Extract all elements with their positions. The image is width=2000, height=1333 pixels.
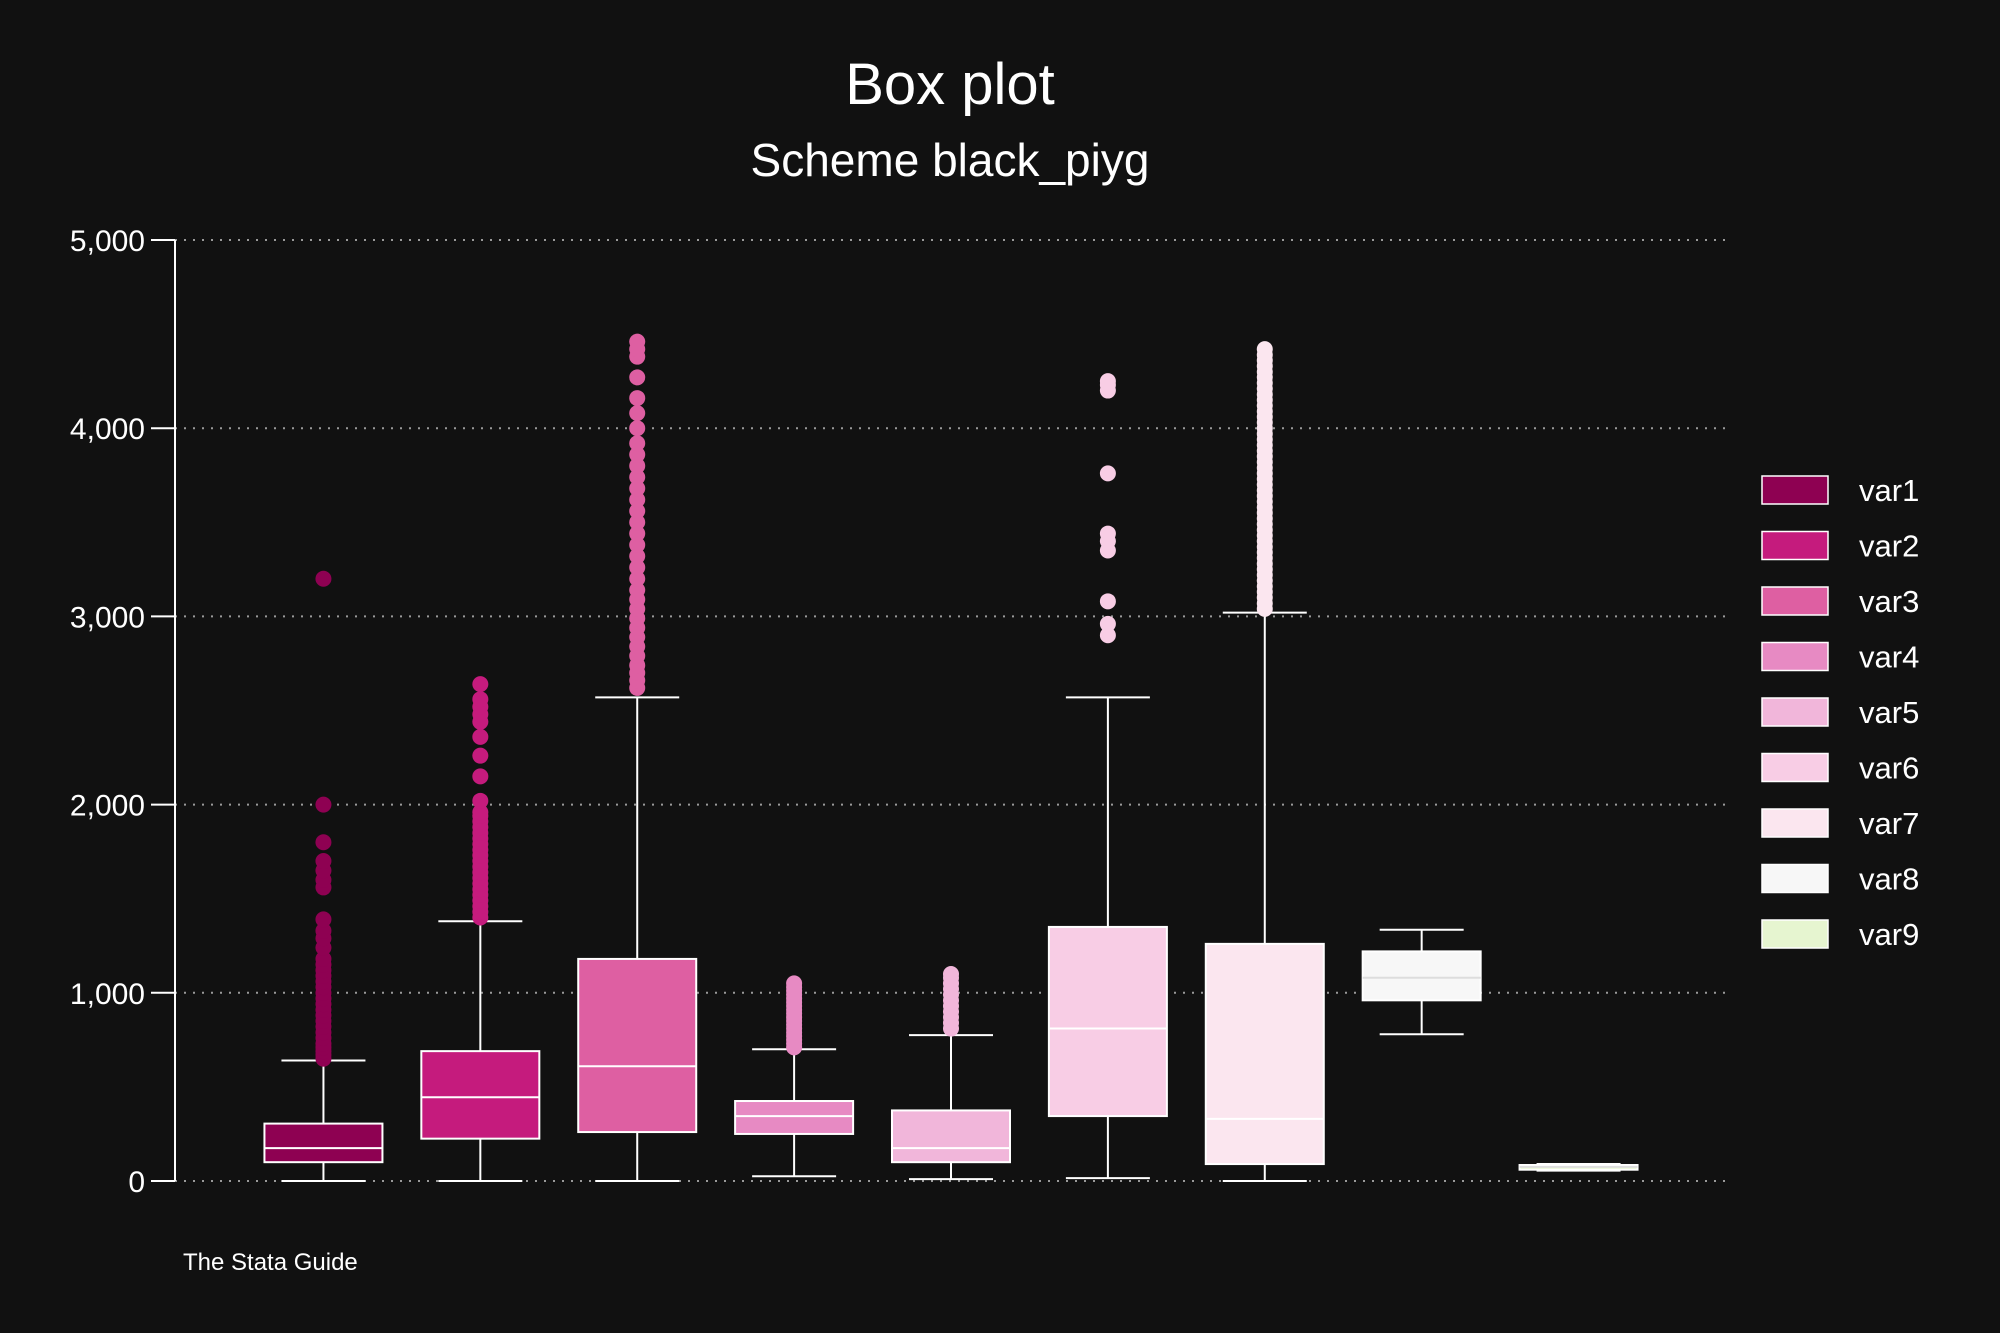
legend-item-var1: var1 bbox=[1761, 473, 1919, 508]
outlier-point bbox=[629, 390, 646, 407]
outlier-point bbox=[629, 420, 646, 437]
outlier-point bbox=[1099, 373, 1116, 390]
outlier-point bbox=[629, 536, 646, 553]
outlier-point bbox=[1099, 593, 1116, 610]
legend: var1 var2 var3 var4 var5 var6 var7 var8 var9 bbox=[1761, 473, 1919, 952]
outlier-point bbox=[1099, 615, 1116, 632]
legend-swatch bbox=[1761, 697, 1829, 727]
y-axis: 0 1,000 2,000 3,000 4,000 5,000 bbox=[70, 225, 176, 1199]
outlier-point bbox=[943, 965, 959, 982]
legend-label: var8 bbox=[1859, 862, 1919, 897]
legend-swatch bbox=[1761, 752, 1829, 783]
y-tick-label: 5,000 bbox=[70, 225, 145, 258]
outlier-point bbox=[629, 457, 646, 474]
box-var6 bbox=[1047, 373, 1168, 1180]
legend-item-var4: var4 bbox=[1761, 640, 1919, 675]
outlier-point bbox=[629, 333, 646, 350]
legend-label: var1 bbox=[1859, 473, 1919, 508]
outlier-point bbox=[786, 975, 803, 992]
chart-note: The Stata Guide bbox=[183, 1249, 358, 1276]
outlier-point bbox=[472, 768, 489, 785]
outlier-point bbox=[629, 369, 646, 386]
legend-swatch bbox=[1761, 919, 1829, 949]
outlier-point bbox=[629, 503, 646, 520]
iqr-box bbox=[1047, 925, 1168, 1118]
outlier-point bbox=[629, 405, 646, 422]
box-var2 bbox=[420, 676, 541, 1182]
box-var3 bbox=[577, 333, 698, 1182]
box-var9 bbox=[1518, 1163, 1639, 1172]
outlier-point bbox=[315, 834, 332, 851]
box-var5 bbox=[891, 965, 1011, 1181]
legend-label: var2 bbox=[1859, 529, 1919, 564]
iqr-box bbox=[891, 1109, 1011, 1164]
outlier-point bbox=[472, 691, 489, 708]
legend-label: var3 bbox=[1859, 584, 1919, 619]
outlier-point bbox=[315, 911, 332, 928]
legend-swatch bbox=[1761, 808, 1829, 838]
outlier-point bbox=[472, 728, 489, 745]
legend-item-var2: var2 bbox=[1761, 529, 1919, 564]
iqr-box bbox=[577, 957, 698, 1134]
outlier-point bbox=[315, 853, 332, 870]
outlier-point bbox=[629, 559, 646, 576]
legend-swatch bbox=[1761, 530, 1829, 561]
outlier-point bbox=[629, 582, 646, 599]
outlier-point bbox=[629, 525, 646, 542]
outlier-point bbox=[629, 446, 646, 463]
legend-label: var6 bbox=[1859, 751, 1919, 786]
outlier-point bbox=[315, 922, 332, 939]
legend-item-var3: var3 bbox=[1761, 584, 1919, 619]
chart-title: Box plot bbox=[845, 52, 1055, 117]
y-tick-label: 1,000 bbox=[70, 978, 145, 1011]
chart-subtitle: Scheme black_piyg bbox=[751, 134, 1150, 186]
box-var7 bbox=[1204, 341, 1325, 1182]
outlier-point bbox=[472, 792, 489, 809]
box-series bbox=[263, 333, 1639, 1182]
outlier-point bbox=[472, 804, 489, 821]
legend-item-var5: var5 bbox=[1761, 695, 1919, 730]
legend-swatch bbox=[1761, 475, 1829, 505]
y-tick-label: 2,000 bbox=[70, 790, 145, 823]
outlier-point bbox=[1099, 465, 1116, 482]
legend-label: var5 bbox=[1859, 695, 1919, 730]
outlier-point bbox=[315, 570, 332, 587]
outlier-point bbox=[315, 950, 332, 967]
box-var4 bbox=[734, 975, 855, 1178]
y-tick-label: 4,000 bbox=[70, 413, 145, 446]
legend-swatch bbox=[1761, 641, 1829, 672]
iqr-box bbox=[420, 1050, 541, 1140]
outlier-point bbox=[629, 548, 646, 565]
iqr-box bbox=[1204, 942, 1325, 1166]
y-tick-label: 0 bbox=[128, 1166, 145, 1199]
legend-label: var7 bbox=[1859, 806, 1919, 841]
box-var1 bbox=[263, 570, 384, 1182]
outlier-point bbox=[1099, 525, 1116, 542]
outlier-point bbox=[472, 747, 489, 764]
iqr-box bbox=[734, 1100, 855, 1135]
legend-item-var7: var7 bbox=[1761, 806, 1919, 841]
outlier-point bbox=[629, 491, 646, 508]
legend-item-var9: var9 bbox=[1761, 917, 1919, 952]
legend-item-var8: var8 bbox=[1761, 862, 1919, 897]
outlier-point bbox=[629, 570, 646, 587]
outlier-point bbox=[1256, 341, 1273, 358]
legend-swatch bbox=[1761, 586, 1829, 616]
outlier-point bbox=[629, 435, 646, 452]
iqr-box bbox=[263, 1122, 384, 1164]
outlier-point bbox=[472, 676, 489, 693]
outlier-point bbox=[1099, 627, 1116, 644]
legend-label: var4 bbox=[1859, 640, 1919, 675]
legend-item-var6: var6 bbox=[1761, 751, 1919, 786]
outlier-point bbox=[629, 469, 646, 486]
outlier-point bbox=[629, 480, 646, 497]
iqr-box bbox=[1361, 950, 1482, 1002]
outlier-point bbox=[315, 796, 332, 813]
y-tick-label: 3,000 bbox=[70, 601, 145, 634]
box-var8 bbox=[1361, 928, 1482, 1036]
legend-swatch bbox=[1761, 863, 1829, 894]
legend-label: var9 bbox=[1859, 917, 1919, 952]
outlier-point bbox=[629, 514, 646, 531]
